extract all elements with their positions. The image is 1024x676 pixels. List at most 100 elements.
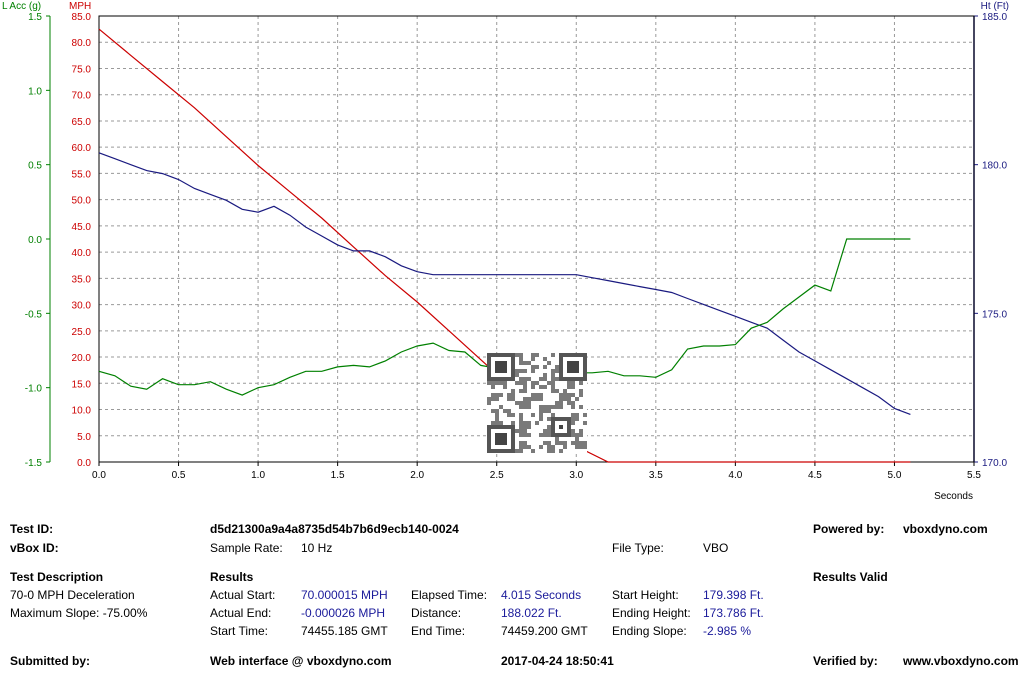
powered-by-label: Powered by:	[813, 522, 885, 536]
qr-module	[571, 417, 575, 421]
qr-module	[523, 441, 527, 445]
qr-module	[519, 369, 523, 373]
mph-tick-label: 30.0	[72, 301, 92, 312]
chart-labels: 0.0 0.5 1.0 1.5 2.0 2.5 3.0 3.5 4.0 4.5 5.0 5.5 Seco…	[2, 1, 1009, 502]
qr-module	[539, 397, 543, 401]
qr-module	[559, 449, 563, 453]
qr-module	[539, 377, 543, 381]
qr-module	[535, 397, 539, 401]
qr-module	[559, 441, 563, 445]
qr-module	[571, 421, 575, 425]
qr-module	[535, 365, 539, 369]
ending-height-label: Ending Height:	[612, 606, 691, 620]
qr-module	[491, 381, 495, 385]
qr-module	[539, 409, 543, 413]
qr-module	[583, 413, 587, 417]
qr-module	[547, 425, 551, 429]
qr-module	[519, 441, 523, 445]
qr-module	[523, 405, 527, 409]
qr-module	[523, 401, 527, 405]
qr-module	[527, 401, 531, 405]
qr-module	[575, 441, 579, 445]
qr-module	[491, 393, 495, 397]
qr-module	[567, 401, 571, 405]
test-id-value: d5d21300a9a4a8735d54b7b6d9ecb140-0024	[210, 522, 459, 536]
qr-module	[511, 389, 515, 393]
qr-module	[519, 357, 523, 361]
qr-module	[527, 445, 531, 449]
ht-axis-label: Ht (Ft)	[981, 1, 1009, 12]
ending-slope-label: Ending Slope:	[612, 624, 687, 638]
qr-module	[539, 405, 543, 409]
qr-module	[579, 429, 583, 433]
qr-module	[503, 385, 507, 389]
qr-module	[543, 433, 547, 437]
qr-module	[559, 405, 563, 409]
qr-module	[571, 405, 575, 409]
qr-module	[495, 381, 499, 385]
qr-module	[531, 393, 535, 397]
actual-end-value: -0.000026 MPH	[301, 606, 386, 620]
acc-tick-label: 0.5	[28, 161, 42, 172]
elapsed-time-label: Elapsed Time:	[411, 588, 488, 602]
test-description-label: Test Description	[10, 570, 104, 584]
qr-module	[555, 377, 559, 381]
mph-tick-label: 70.0	[72, 91, 92, 102]
qr-module	[583, 421, 587, 425]
qr-module	[543, 373, 547, 377]
x-tick-label: 2.0	[410, 470, 424, 481]
sample-rate-label: Sample Rate:	[210, 541, 283, 555]
qr-module	[487, 381, 491, 385]
x-tick-label: 0.5	[172, 470, 186, 481]
vbox-id-label: vBox ID:	[10, 541, 59, 555]
results-label: Results	[210, 570, 254, 584]
qr-module	[523, 425, 527, 429]
x-tick-label: 2.5	[490, 470, 504, 481]
qr-module	[523, 361, 527, 365]
qr-module	[567, 397, 571, 401]
mph-tick-label: 45.0	[72, 222, 92, 233]
qr-module	[523, 429, 527, 433]
x-axis-label: Seconds	[934, 491, 973, 502]
qr-module	[519, 389, 523, 393]
file-type-label: File Type:	[612, 541, 664, 555]
qr-module	[555, 369, 559, 373]
actual-start-value: 70.000015 MPH	[301, 588, 388, 602]
qr-module	[491, 385, 495, 389]
qr-module	[531, 397, 535, 401]
qr-module	[523, 421, 527, 425]
qr-module	[515, 373, 519, 377]
mph-tick-label: 60.0	[72, 143, 92, 154]
qr-module	[579, 441, 583, 445]
qr-module	[531, 357, 535, 361]
mph-tick-label: 35.0	[72, 274, 92, 285]
qr-module	[551, 377, 555, 381]
qr-finder-core	[495, 433, 507, 445]
acc-tick-label: 1.0	[28, 86, 42, 97]
qr-module	[531, 369, 535, 373]
qr-module	[495, 417, 499, 421]
qr-module	[531, 449, 535, 453]
qr-module	[495, 413, 499, 417]
qr-module	[583, 445, 587, 449]
qr-module	[571, 393, 575, 397]
qr-module	[527, 421, 531, 425]
x-tick-label: 3.5	[649, 470, 663, 481]
qr-module	[551, 413, 555, 417]
qr-module	[539, 417, 543, 421]
qr-module	[519, 417, 523, 421]
qr-module	[531, 353, 535, 357]
qr-module	[507, 393, 511, 397]
start-height-value: 179.398 Ft.	[703, 588, 764, 602]
start-time-value: 74455.185 GMT	[301, 624, 388, 638]
qr-module	[491, 409, 495, 413]
qr-module	[515, 353, 519, 357]
x-tick-label: 4.0	[728, 470, 742, 481]
qr-module	[515, 381, 519, 385]
qr-module	[523, 389, 527, 393]
qr-module	[547, 445, 551, 449]
qr-module	[575, 413, 579, 417]
qr-module	[523, 381, 527, 385]
qr-module	[539, 393, 543, 397]
distance-value: 188.022 Ft.	[501, 606, 562, 620]
